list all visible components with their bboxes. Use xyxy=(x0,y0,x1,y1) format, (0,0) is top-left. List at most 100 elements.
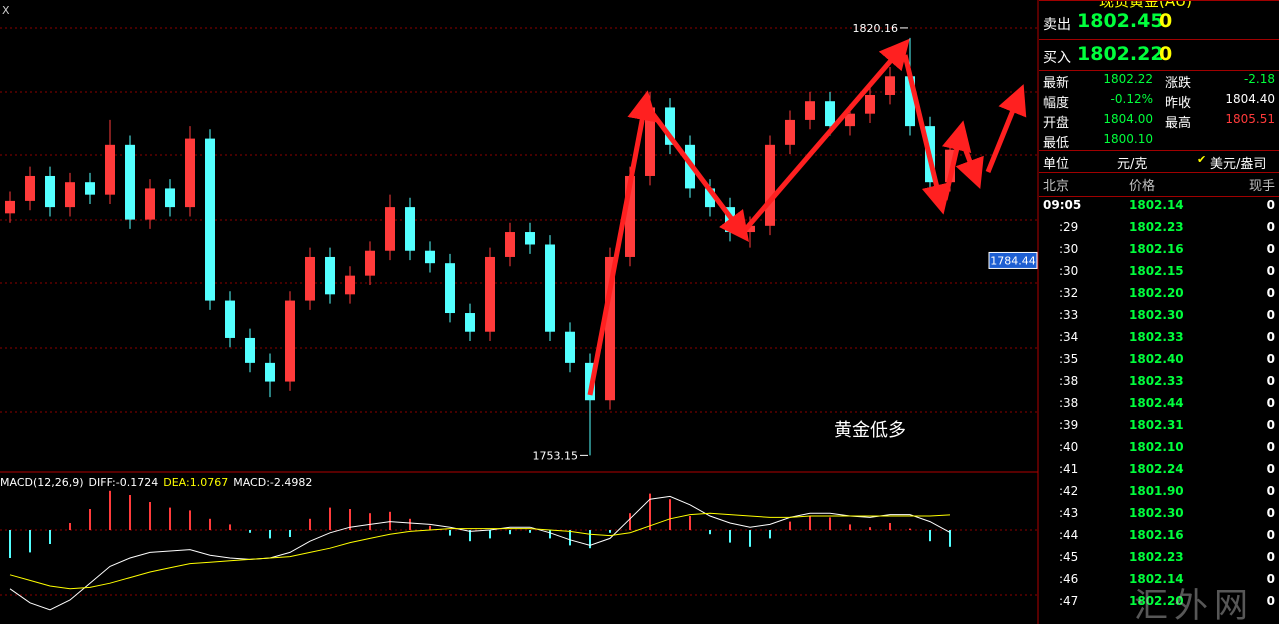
trend-arrow xyxy=(985,84,1027,173)
divider xyxy=(1039,150,1279,151)
stat-value: -2.18 xyxy=(1243,72,1275,86)
candle-body xyxy=(345,275,355,295)
candle-body xyxy=(645,107,655,176)
macd-header: MACD(12,26,9) DIFF:-0.1724 DEA:1.0767 MACD:… xyxy=(0,476,312,489)
candle-body xyxy=(105,144,115,195)
candle-body xyxy=(625,175,635,257)
tick-time: :44 xyxy=(1059,528,1079,542)
tick-volume: 0 xyxy=(1266,330,1275,344)
tick-price: 1802.44 xyxy=(1129,396,1184,410)
macd-dea-label: DEA: xyxy=(163,476,189,489)
tick-time: :42 xyxy=(1059,484,1079,498)
candle-body xyxy=(265,362,275,382)
candle-body xyxy=(85,182,95,195)
price-marker-box xyxy=(988,251,1038,269)
divider xyxy=(1039,196,1279,197)
candle-body xyxy=(845,113,855,127)
candle-body xyxy=(865,94,875,114)
tick-time: :35 xyxy=(1059,352,1079,366)
candle-body xyxy=(165,188,175,208)
tick-time: :32 xyxy=(1059,286,1079,300)
candle-body xyxy=(125,144,135,220)
tick-volume: 0 xyxy=(1266,418,1275,432)
tick-price: 1802.16 xyxy=(1129,528,1184,542)
candle-body xyxy=(185,138,195,208)
candle-body xyxy=(605,256,615,401)
candle-body xyxy=(405,207,415,251)
candle-body xyxy=(585,362,595,401)
tick-volume: 0 xyxy=(1266,396,1275,410)
tick-price: 1802.33 xyxy=(1129,374,1184,388)
tick-volume: 0 xyxy=(1266,308,1275,322)
column-header: 北京 xyxy=(1043,179,1070,194)
tick-volume: 0 xyxy=(1266,506,1275,520)
tick-volume: 0 xyxy=(1266,528,1275,542)
candle-body xyxy=(705,188,715,208)
stat-label: 幅度 xyxy=(1043,96,1070,111)
trend-arrow xyxy=(902,54,952,215)
tick-volume: 0 xyxy=(1266,550,1275,564)
tick-time: :29 xyxy=(1059,220,1079,234)
tick-volume: 0 xyxy=(1266,374,1275,388)
grid xyxy=(0,27,1038,596)
tick-time: :30 xyxy=(1059,242,1079,256)
title: 现货黄金(AU) xyxy=(1099,0,1192,10)
unit: 元/克 xyxy=(1117,157,1148,172)
candle-body xyxy=(25,175,35,201)
stat-label: 最低 xyxy=(1043,136,1070,151)
close-button[interactable]: X xyxy=(2,4,10,17)
tick-price: 1802.14 xyxy=(1129,198,1184,212)
column-header: 现手 xyxy=(1248,179,1275,194)
tick-time: :45 xyxy=(1059,550,1079,564)
stat-value: 1805.51 xyxy=(1225,112,1275,126)
tick-volume: 0 xyxy=(1266,220,1275,234)
tick-price: 1802.30 xyxy=(1129,506,1184,520)
tick-price: 1802.20 xyxy=(1129,594,1184,608)
tick-price: 1802.33 xyxy=(1129,330,1184,344)
macd-dea: 1.0767 xyxy=(190,476,229,489)
unit-check: ✔ xyxy=(1197,153,1207,166)
tick-volume: 0 xyxy=(1266,462,1275,476)
tick-time: :46 xyxy=(1059,572,1079,586)
divider xyxy=(1039,0,1279,1)
candle-body xyxy=(425,250,435,264)
stat-label: 最高 xyxy=(1165,116,1192,131)
stat-value: 1800.10 xyxy=(1103,132,1153,146)
tick-time: :41 xyxy=(1059,462,1079,476)
candle-body xyxy=(305,256,315,301)
buy-price: 1802.22 xyxy=(1077,43,1164,65)
tick-volume: 0 xyxy=(1266,242,1275,256)
tick-price: 1802.14 xyxy=(1129,572,1184,586)
tick-price: 1802.30 xyxy=(1129,308,1184,322)
candle-body xyxy=(525,232,535,245)
macd-macd-label: MACD: xyxy=(233,476,270,489)
trend-arrow xyxy=(942,120,972,201)
tick-time: :39 xyxy=(1059,418,1079,432)
tick-volume: 0 xyxy=(1266,286,1275,300)
stat-label: 最新 xyxy=(1043,76,1070,91)
tick-volume: 0 xyxy=(1266,594,1275,608)
candle-body xyxy=(145,188,155,220)
macd-label: MACD(12,26,9) xyxy=(0,476,84,489)
sell-price: 1802.45 xyxy=(1077,10,1164,32)
stat-value: 1804.40 xyxy=(1225,92,1275,106)
candle-body xyxy=(885,76,895,95)
macd-diff: -0.1724 xyxy=(116,476,158,489)
tick-price: 1802.16 xyxy=(1129,242,1184,256)
tick-price: 1802.15 xyxy=(1129,264,1184,278)
tick-volume: 0 xyxy=(1266,352,1275,366)
tick-price: 1802.10 xyxy=(1129,440,1184,454)
sell-volume: 0 xyxy=(1159,10,1173,32)
tick-time: :47 xyxy=(1059,594,1079,608)
candle-body xyxy=(545,244,555,332)
chart: X 1820.16 1753.15 1784.44 黄金低多 MACD(12,26,9)… xyxy=(0,0,1039,624)
stat-value: 1802.22 xyxy=(1103,72,1153,86)
tick-time: :30 xyxy=(1059,264,1079,278)
tick-time: 09:05 xyxy=(1043,198,1082,212)
tick-time: :34 xyxy=(1059,330,1079,344)
tick-volume: 0 xyxy=(1266,440,1275,454)
candle-body xyxy=(245,337,255,363)
tick-volume: 0 xyxy=(1266,264,1275,278)
tick-time: :38 xyxy=(1059,374,1079,388)
